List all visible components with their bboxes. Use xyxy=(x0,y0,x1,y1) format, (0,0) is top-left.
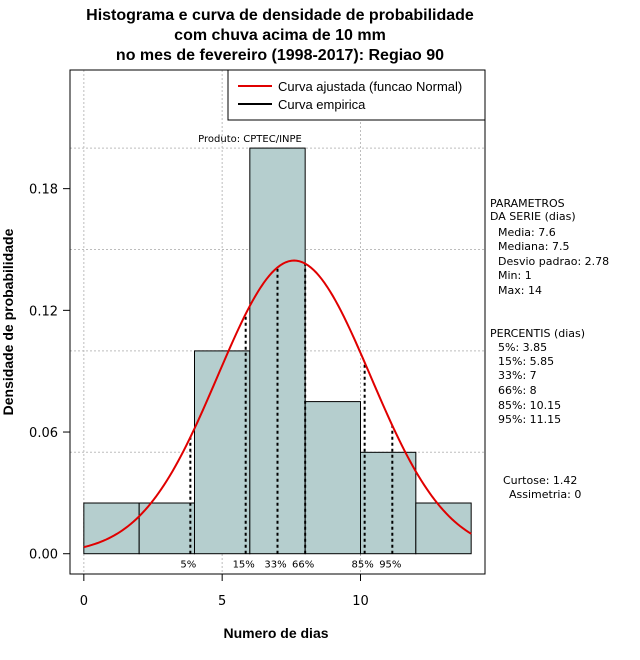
params-title-1: PARAMETROS xyxy=(490,197,565,210)
stat-assimetria: Assimetria: 0 xyxy=(509,488,582,501)
param-media: Media: 7.6 xyxy=(498,226,556,239)
param-desvio: Desvio padrao: 2.78 xyxy=(498,255,610,268)
histogram-bar-1 xyxy=(138,502,196,555)
histogram-bar-0 xyxy=(83,502,140,555)
histogram-bar-2 xyxy=(194,350,251,555)
percentil-95: 95%: 11.15 xyxy=(498,413,562,426)
percentil-85: 85%: 10.15 xyxy=(498,399,562,412)
histogram-bar-5 xyxy=(360,451,417,555)
annotation-produto: Produto: CPTEC/INPE xyxy=(198,134,302,145)
percentil-66: 66%: 8 xyxy=(498,384,537,397)
histogram-bar-4 xyxy=(304,401,361,555)
axes-layer: 0 5 10 0.00 0.06 0.12 0.18 xyxy=(29,183,369,609)
legend-label-empirical: Curva empirica xyxy=(278,97,366,112)
percentil-5: 5%: 3.85 xyxy=(498,341,548,354)
x-tick-label: 0 xyxy=(80,594,88,609)
params-title-2: DA SERIE (dias) xyxy=(490,210,576,223)
legend: Curva ajustada (funcao Normal) Curva emp… xyxy=(227,69,486,121)
y-tick-label: 0.18 xyxy=(29,183,58,198)
param-max: Max: 14 xyxy=(498,284,542,297)
legend-label-fitted: Curva ajustada (funcao Normal) xyxy=(278,79,462,94)
chart-title-line-2: com chuva acima de 10 mm xyxy=(174,27,386,44)
x-axis-label: Numero de dias xyxy=(223,625,328,641)
percentil-33: 33%: 7 xyxy=(498,369,537,382)
percentis-title: PERCENTIS (dias) xyxy=(490,327,586,340)
percentile-label-0: 5% xyxy=(180,560,196,571)
percentile-label-1: 15% xyxy=(233,560,255,571)
stat-curtose: Curtose: 1.42 xyxy=(503,474,578,487)
chart-title-line-3: no mes de fevereiro (1998-2017): Regiao … xyxy=(115,47,445,64)
x-tick-label: 10 xyxy=(352,594,369,609)
y-tick-label: 0.00 xyxy=(29,548,58,563)
normal-curve xyxy=(83,259,472,549)
param-mediana: Mediana: 7.5 xyxy=(498,240,570,253)
x-tick-label: 5 xyxy=(218,594,226,609)
chart-title-line-1: Histograma e curva de densidade de proba… xyxy=(86,7,474,24)
y-tick-label: 0.12 xyxy=(29,304,58,319)
percentile-lines-layer: 5% 15% 33% 66% 85% 95% xyxy=(180,263,401,571)
percentile-label-2: 33% xyxy=(264,560,286,571)
y-tick-label: 0.06 xyxy=(29,426,58,441)
legend-box xyxy=(227,69,486,121)
percentile-label-5: 95% xyxy=(379,560,401,571)
y-axis-label: Densidade de probabilidade xyxy=(0,228,16,415)
param-min: Min: 1 xyxy=(498,269,532,282)
curve-layer xyxy=(83,259,472,549)
percentil-15: 15%: 5.85 xyxy=(498,355,555,368)
percentile-label-3: 66% xyxy=(292,560,314,571)
percentile-label-4: 85% xyxy=(352,560,374,571)
